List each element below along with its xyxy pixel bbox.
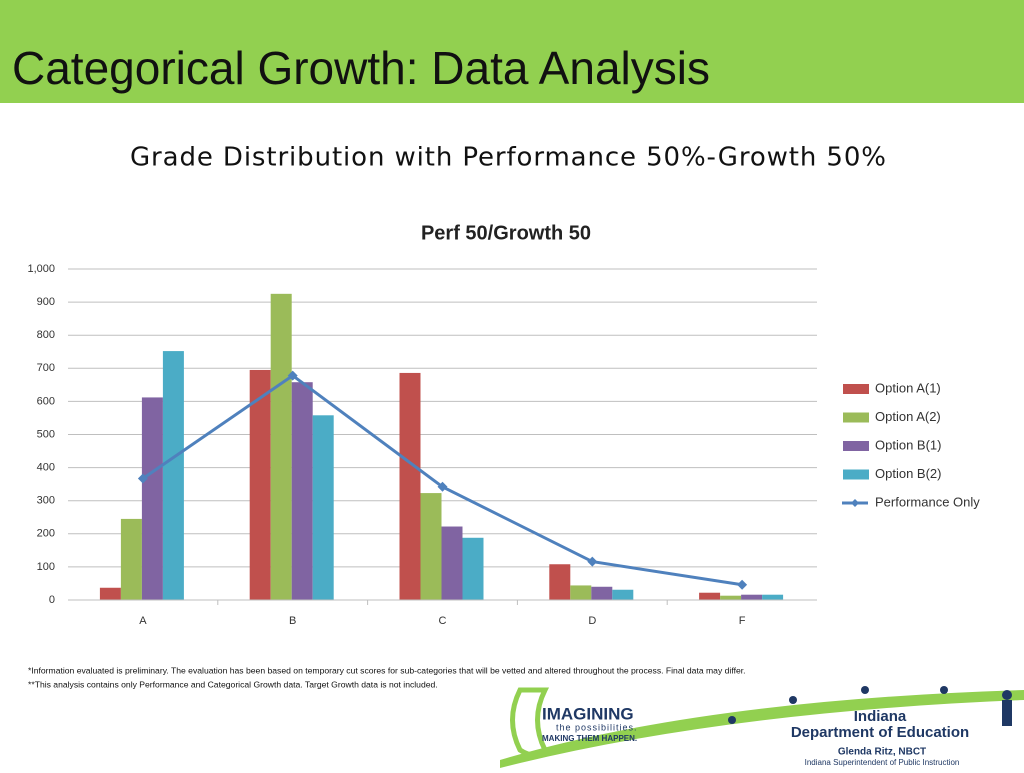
y-tick-label: 500 [37, 428, 55, 440]
x-tick-label: F [739, 615, 746, 627]
apple-icon [510, 687, 550, 758]
bar [762, 594, 784, 600]
line-marker [437, 481, 448, 492]
logo-text: the possibilities. [556, 722, 638, 732]
bar [99, 587, 121, 600]
bar [699, 592, 721, 600]
bar [312, 415, 334, 600]
legend-swatch [843, 412, 869, 423]
legend-label: Option A(2) [875, 409, 941, 424]
footnote: **This analysis contains only Performanc… [28, 679, 438, 689]
y-tick-label: 100 [37, 561, 55, 573]
line-marker [137, 473, 148, 484]
bar [291, 382, 313, 600]
bar [570, 585, 592, 600]
bar [249, 369, 271, 600]
x-tick-label: B [289, 615, 296, 627]
bar [720, 595, 742, 600]
bar [549, 564, 571, 600]
legend-swatch [843, 384, 869, 394]
x-tick-label: C [439, 615, 447, 627]
legend-swatch [843, 441, 869, 451]
y-tick-label: 600 [37, 395, 55, 407]
bar [141, 397, 163, 600]
logo-text: Department of Education [791, 724, 969, 741]
bar [420, 493, 442, 600]
y-tick-label: 800 [37, 329, 55, 341]
y-tick-label: 700 [37, 362, 55, 374]
x-tick-label: D [588, 615, 596, 627]
bar [270, 293, 292, 600]
x-tick-label: A [139, 615, 147, 627]
chart-title: Perf 50/Growth 50 [421, 222, 591, 244]
y-tick-label: 0 [49, 594, 55, 606]
subtitle: Grade Distribution with Performance 50%-… [130, 143, 886, 173]
legend-label: Option A(1) [875, 380, 941, 395]
legend-label: Performance Only [875, 494, 980, 509]
logo-text: MAKING THEM HAPPEN. [542, 734, 637, 743]
bar [441, 526, 463, 600]
y-tick-label: 400 [37, 462, 55, 474]
bar [462, 537, 484, 600]
logo-text: IMAGINING [542, 704, 634, 723]
bar [741, 594, 763, 600]
y-tick-label: 1,000 [27, 263, 55, 275]
line-marker [737, 579, 748, 590]
y-tick-label: 900 [37, 296, 55, 308]
swoosh [500, 690, 1024, 768]
footnote: *Information evaluated is preliminary. T… [28, 665, 746, 675]
logo-text: Indiana Superintendent of Public Instruc… [805, 758, 960, 767]
legend-swatch [851, 499, 859, 507]
slide-title: Categorical Growth: Data Analysis [12, 42, 710, 94]
y-tick-label: 300 [37, 495, 55, 507]
logo-text: Glenda Ritz, NBCT [838, 747, 926, 758]
bar [612, 589, 634, 600]
walker-icons [728, 686, 1012, 726]
legend-label: Option B(1) [875, 437, 941, 452]
bar [120, 518, 142, 600]
legend-label: Option B(2) [875, 466, 941, 481]
logo-text: Indiana [854, 708, 907, 725]
y-tick-label: 200 [37, 528, 55, 540]
bar [399, 372, 421, 600]
line-marker [587, 556, 598, 567]
header-bar [0, 0, 1024, 103]
legend-swatch [843, 469, 869, 480]
bar [162, 351, 184, 600]
line-marker [287, 370, 298, 381]
bar [591, 586, 613, 600]
